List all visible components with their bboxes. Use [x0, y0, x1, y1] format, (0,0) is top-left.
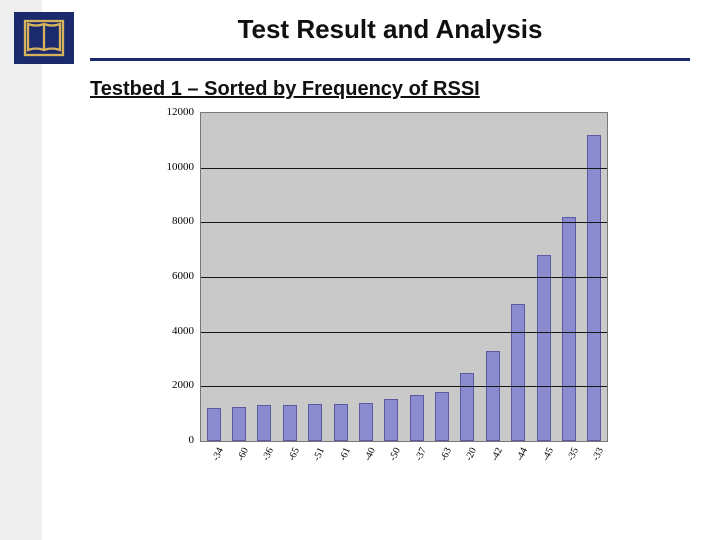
bar	[460, 373, 474, 441]
bar	[232, 407, 246, 441]
x-tick-label: -34	[210, 446, 226, 463]
bar	[283, 405, 297, 441]
x-tick-label: -51	[312, 446, 328, 463]
y-tick-label: 0	[150, 434, 194, 446]
x-tick-label: -61	[337, 446, 353, 463]
slide: Test Result and Analysis Testbed 1 – Sor…	[0, 0, 720, 540]
bar	[207, 408, 221, 441]
y-tick-label: 4000	[150, 325, 194, 337]
page-title: Test Result and Analysis	[90, 14, 690, 45]
y-tick-label: 6000	[150, 270, 194, 282]
y-axis: 020004000600080001000012000	[150, 112, 200, 442]
subtitle: Testbed 1 – Sorted by Frequency of RSSI	[90, 78, 480, 101]
plot-area	[200, 112, 608, 442]
y-tick-label: 2000	[150, 379, 194, 391]
grid-line	[201, 222, 607, 223]
bar	[334, 404, 348, 441]
grid-line	[201, 168, 607, 169]
x-tick-label: -42	[489, 446, 505, 463]
x-tick-label: -40	[362, 446, 378, 463]
grid-line	[201, 277, 607, 278]
x-tick-label: -35	[565, 446, 581, 463]
grid-line	[201, 332, 607, 333]
y-tick-label: 8000	[150, 215, 194, 227]
x-tick-label: -65	[286, 446, 302, 463]
x-axis: -34-60-36-65-51-61-40-50-37-63-20-42-44-…	[200, 444, 608, 500]
x-tick-label: -63	[438, 446, 454, 463]
x-tick-label: -60	[235, 446, 251, 463]
x-tick-label: -50	[388, 446, 404, 463]
x-tick-label: -45	[540, 446, 556, 463]
grid-line	[201, 386, 607, 387]
x-tick-label: -37	[413, 446, 429, 463]
y-tick-label: 12000	[150, 106, 194, 118]
bar	[486, 351, 500, 441]
bar	[308, 404, 322, 441]
bar	[435, 392, 449, 441]
logo	[14, 12, 74, 64]
bar	[359, 403, 373, 441]
bar	[537, 255, 551, 441]
bar	[587, 135, 601, 441]
bar	[384, 399, 398, 441]
bar	[562, 217, 576, 441]
title-rule	[90, 58, 690, 61]
x-tick-label: -20	[464, 446, 480, 463]
y-tick-label: 10000	[150, 161, 194, 173]
left-stripe	[0, 0, 42, 540]
x-tick-label: -44	[515, 446, 531, 463]
bar	[257, 405, 271, 441]
bar	[511, 304, 525, 441]
x-tick-label: -33	[591, 446, 607, 463]
bar	[410, 395, 424, 441]
x-tick-label: -36	[261, 446, 277, 463]
rssi-frequency-chart: 020004000600080001000012000 -34-60-36-65…	[150, 112, 620, 502]
